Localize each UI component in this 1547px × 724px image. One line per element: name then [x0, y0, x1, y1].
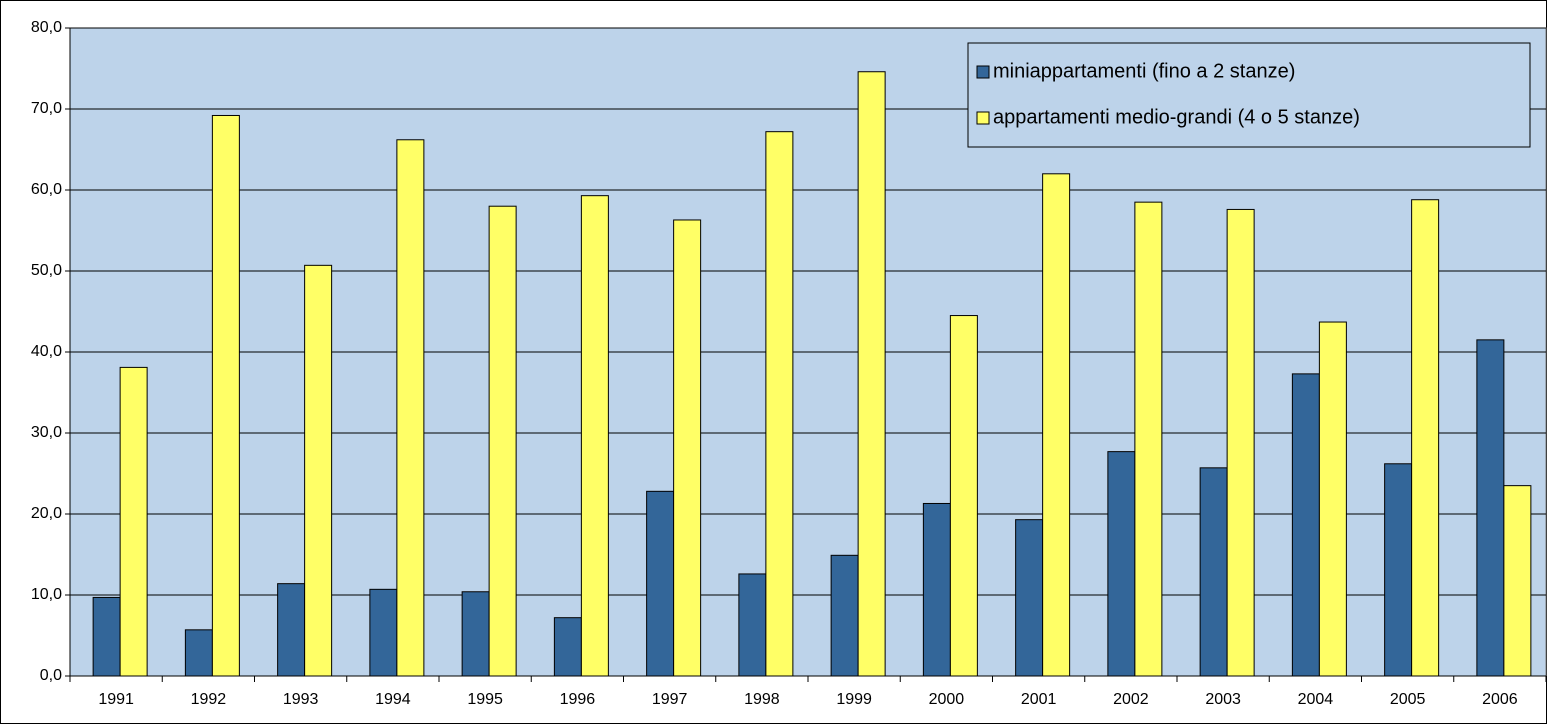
bar	[396, 139, 425, 677]
x-tick-label: 1992	[191, 691, 227, 708]
bar	[1015, 519, 1044, 677]
bar	[304, 264, 333, 677]
bar	[553, 617, 582, 677]
bar	[830, 554, 859, 677]
y-tick-label: 50,0	[31, 262, 62, 279]
x-tick-label: 1998	[744, 691, 780, 708]
bar	[488, 205, 517, 677]
bar	[211, 114, 240, 677]
bar	[184, 629, 213, 677]
x-tick-label: 2000	[929, 691, 965, 708]
y-tick-label: 30,0	[31, 424, 62, 441]
bar	[922, 502, 951, 677]
x-tick-label: 2005	[1390, 691, 1426, 708]
bar	[277, 583, 306, 677]
bar	[1134, 201, 1163, 677]
bar	[1503, 485, 1532, 677]
x-tick-label: 2003	[1205, 691, 1241, 708]
x-tick-label: 1996	[560, 691, 596, 708]
y-tick-label: 70,0	[31, 100, 62, 117]
x-tick-label: 1991	[98, 691, 134, 708]
y-tick-label: 20,0	[31, 505, 62, 522]
legend-label: appartamenti medio-grandi (4 o 5 stanze)	[993, 106, 1360, 128]
x-tick-label: 1994	[375, 691, 411, 708]
x-tick-label: 1993	[283, 691, 319, 708]
bar	[1411, 199, 1440, 677]
bar	[1318, 321, 1347, 677]
legend-label: miniappartamenti (fino a 2 stanze)	[993, 60, 1295, 82]
x-tick-label: 2002	[1113, 691, 1149, 708]
x-tick-label: 2004	[1298, 691, 1334, 708]
y-tick-label: 10,0	[31, 586, 62, 603]
y-tick-label: 80,0	[31, 19, 62, 36]
y-tick-label: 40,0	[31, 343, 62, 360]
bar	[1476, 339, 1505, 677]
bar	[738, 573, 767, 677]
y-tick-label: 0,0	[40, 667, 62, 684]
x-tick-label: 1997	[652, 691, 688, 708]
bar	[646, 490, 675, 677]
y-tick-label: 60,0	[31, 181, 62, 198]
bar	[461, 591, 490, 677]
legend-swatch	[976, 111, 990, 125]
x-tick-label: 1995	[467, 691, 503, 708]
bar	[1226, 208, 1255, 677]
x-tick-label: 1999	[836, 691, 872, 708]
bar	[1291, 373, 1320, 677]
x-tick-label: 2006	[1482, 691, 1518, 708]
bar	[765, 131, 794, 677]
bar	[92, 596, 121, 677]
bar	[1042, 173, 1071, 677]
bar	[119, 366, 148, 677]
legend-swatch	[976, 65, 990, 79]
bar	[857, 71, 886, 677]
x-tick-label: 2001	[1021, 691, 1057, 708]
bar	[580, 195, 609, 677]
legend-box	[967, 42, 1531, 148]
bar	[369, 588, 398, 677]
bar	[1107, 451, 1136, 677]
bar	[1384, 463, 1413, 677]
bar	[673, 219, 702, 677]
bar	[1199, 467, 1228, 677]
bar	[949, 315, 978, 677]
